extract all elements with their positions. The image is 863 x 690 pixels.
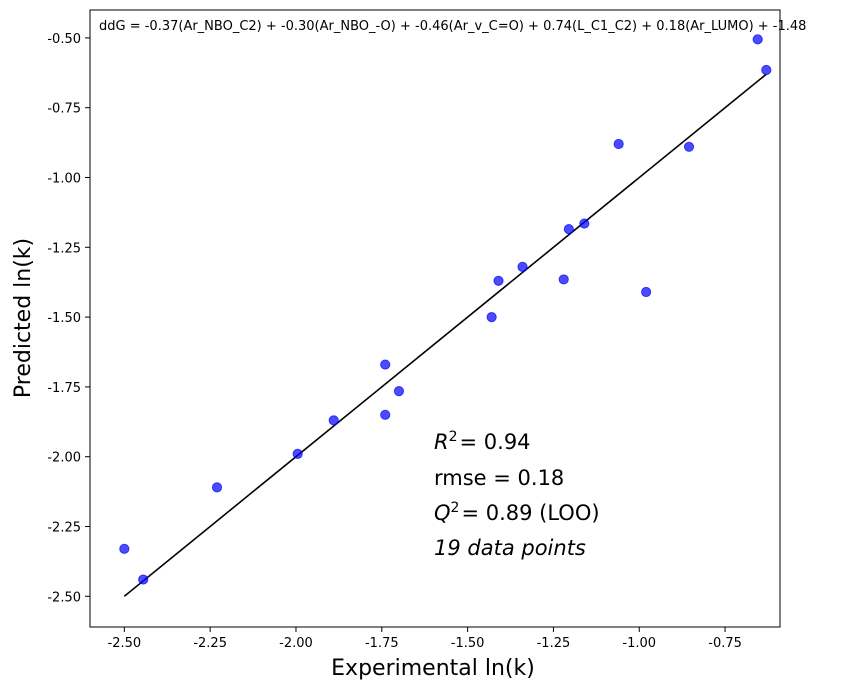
data-point <box>380 409 391 420</box>
x-tick-label: -1.50 <box>451 636 485 651</box>
y-tick-label: -2.00 <box>47 451 81 466</box>
y-tick-label: -0.75 <box>47 102 81 117</box>
y-tick-label: -1.00 <box>47 172 81 187</box>
data-point <box>761 64 772 76</box>
data-point <box>517 261 528 272</box>
x-tick-label: -2.50 <box>108 636 142 651</box>
y-tick-label: -1.25 <box>47 241 81 256</box>
data-point <box>752 34 763 45</box>
data-point <box>493 275 504 286</box>
data-points-layer <box>119 34 772 585</box>
data-point <box>558 274 569 285</box>
y-tick-label: -2.25 <box>47 520 81 535</box>
data-point <box>486 312 497 323</box>
data-point <box>211 482 223 493</box>
plot-frame <box>89 9 781 628</box>
x-tick-label: -2.25 <box>193 636 227 651</box>
x-axis-title: Experimental ln(k) <box>331 656 535 681</box>
rmse-text: rmse = 0.18 <box>434 466 564 490</box>
fit-line-layer <box>123 73 767 597</box>
equation-text: ddG = -0.37(Ar_NBO_C2) + -0.30(Ar_NBO_-O… <box>99 19 806 34</box>
data-point <box>328 415 339 426</box>
data-point <box>393 385 405 397</box>
x-tick-label: -1.75 <box>365 636 399 651</box>
y-axis: -0.50 -0.75 -1.00 -1.25 -1.50 -1.75 -2.00 -2.25… <box>47 32 90 605</box>
y-tick-label: -1.75 <box>47 381 81 396</box>
y-tick-label: -0.50 <box>47 32 81 47</box>
data-point <box>292 448 303 460</box>
data-point <box>138 574 149 585</box>
data-point <box>119 543 130 554</box>
x-tick-label: -2.00 <box>279 636 313 651</box>
y-tick-label: -1.50 <box>47 311 81 326</box>
data-point <box>563 224 574 235</box>
data-point <box>579 218 590 229</box>
q-squared-text: Q2= 0.89 (LOO) <box>434 500 600 525</box>
x-tick-label: -1.25 <box>537 636 571 651</box>
x-axis: -2.50 -2.25 -2.00 -1.75 -1.50 -1.25 -1.00 -0.75 <box>108 627 742 651</box>
r-squared-text: R2= 0.94 <box>434 429 531 454</box>
data-point <box>641 286 652 298</box>
y-axis-title: Predicted ln(k) <box>11 238 36 398</box>
regression-line <box>123 73 767 597</box>
x-tick-label: -0.75 <box>708 636 742 651</box>
x-tick-label: -1.00 <box>622 636 656 651</box>
plot-area <box>90 10 780 627</box>
data-point <box>613 138 624 150</box>
y-tick-label: -2.50 <box>47 590 81 605</box>
data-points-count-text: 19 data points <box>434 536 586 560</box>
data-point <box>683 141 695 152</box>
data-point <box>380 359 391 370</box>
